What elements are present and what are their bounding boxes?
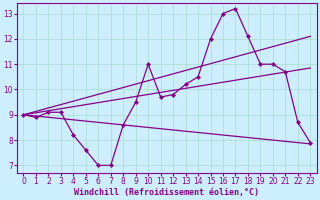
X-axis label: Windchill (Refroidissement éolien,°C): Windchill (Refroidissement éolien,°C) [74,188,260,197]
